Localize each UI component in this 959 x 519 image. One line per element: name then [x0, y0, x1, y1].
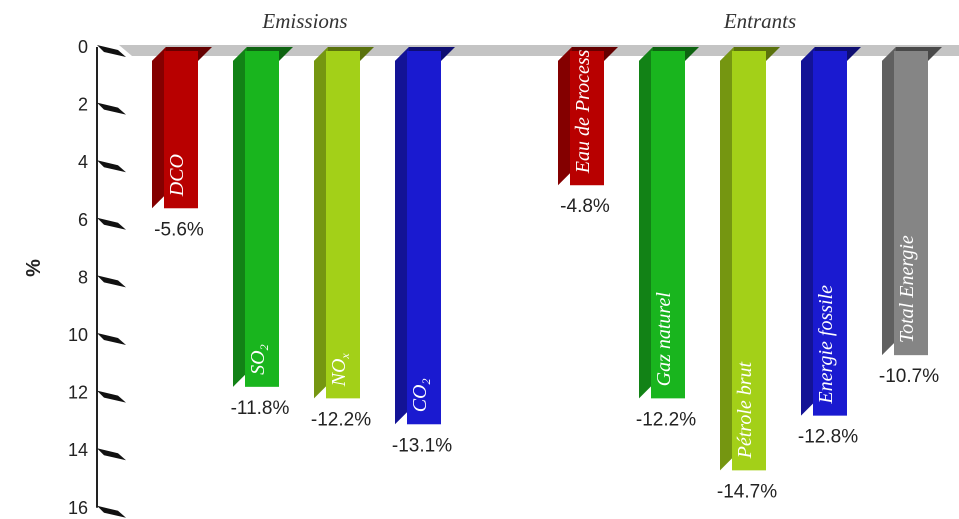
- y-tick-mark: [97, 275, 126, 288]
- y-tick-mark: [97, 333, 126, 345]
- y-tick-mark: [97, 45, 126, 57]
- bar: NOx-12.2%: [311, 47, 374, 430]
- y-tick-mark: [97, 217, 126, 230]
- y-tick-mark: [97, 448, 126, 461]
- bar-value-label: -11.8%: [231, 398, 290, 419]
- y-tick-label: 14: [68, 440, 88, 460]
- y-tick-mark: [97, 390, 126, 403]
- y-tick-mark: [97, 505, 126, 518]
- bar-value-label: -12.2%: [636, 409, 696, 430]
- y-tick-label: 16: [68, 498, 88, 518]
- y-tick-label: 4: [78, 152, 88, 172]
- bar-label: Pétrole brut: [734, 361, 756, 459]
- bar-value-label: -13.1%: [392, 435, 452, 456]
- bars: DCO -5.6% SO2-11.8% NOx-12.2% CO2-13.1% Eau d…: [152, 47, 942, 502]
- y-tick-label: 12: [68, 383, 88, 403]
- y-tick-label: 10: [68, 325, 88, 345]
- y-tick-label: 6: [78, 210, 88, 230]
- bar-label: Energie fossile: [815, 285, 837, 405]
- bar-label: DCO: [166, 154, 188, 197]
- y-tick-label: 8: [78, 267, 88, 287]
- bar-label: Gaz naturel: [653, 292, 675, 387]
- group-title: Entrants: [723, 9, 796, 33]
- bar-value-label: -12.2%: [311, 409, 371, 430]
- bar: CO2-13.1%: [392, 47, 455, 456]
- group-titles: Emissions Entrants: [261, 9, 796, 33]
- bar-value-label: -5.6%: [154, 219, 204, 240]
- y-tick-label: 2: [78, 95, 88, 115]
- group-title: Emissions: [261, 9, 347, 33]
- bar: Total Energie -10.7%: [879, 47, 942, 387]
- bar-value-label: -10.7%: [879, 366, 939, 387]
- bar: SO2-11.8%: [231, 47, 293, 419]
- bar-value-label: -14.7%: [717, 481, 777, 502]
- bar: Gaz naturel -12.2%: [636, 47, 699, 430]
- y-tick-label: 0: [78, 37, 88, 57]
- bar: DCO -5.6%: [152, 47, 212, 240]
- bar-value-label: -12.8%: [798, 427, 858, 448]
- y-tick-mark: [97, 102, 126, 115]
- y-axis-label: %: [23, 259, 45, 277]
- bar-label: Eau de Process: [572, 49, 594, 174]
- bar-label: Total Energie: [896, 235, 918, 343]
- bar-value-label: -4.8%: [560, 196, 610, 217]
- y-axis: 0 2 4 6 8 10 12 14 16: [68, 37, 126, 518]
- bar: Energie fossile -12.8%: [798, 47, 861, 448]
- bar: Pétrole brut -14.7%: [717, 47, 780, 502]
- bar: Eau de Process -4.8%: [558, 47, 618, 217]
- y-tick-mark: [97, 160, 126, 173]
